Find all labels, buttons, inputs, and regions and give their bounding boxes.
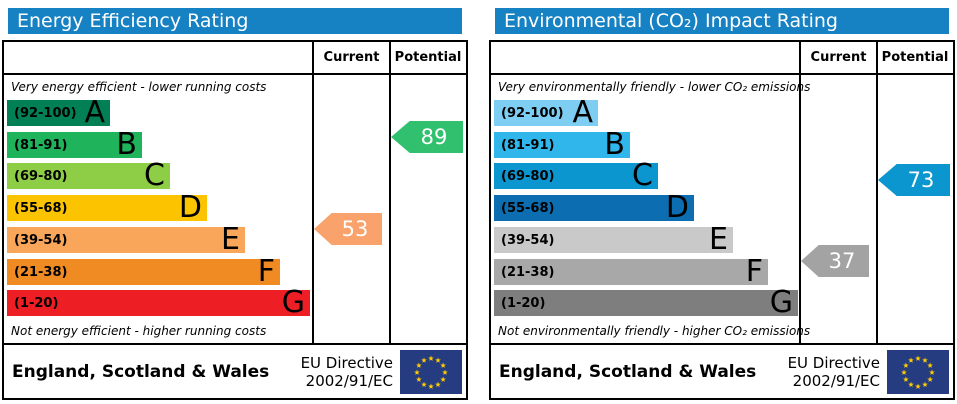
current-rating-arrow: 37 [801,245,869,277]
band-range: (21-38) [501,264,555,280]
band-f: (21-38) F [7,254,280,289]
band-range: (69-80) [14,168,68,184]
region-label: England, Scotland & Wales [499,361,757,382]
band-g: (1-20) G [494,285,798,320]
band-c: (69-80) C [7,158,170,193]
environmental-impact-panel: Environmental (CO₂) Impact Rating Curren… [489,0,955,404]
current-column-header: Current [810,50,867,65]
band-e: (39-54) E [494,222,733,257]
band-b: (81-91) B [494,127,630,162]
band-letter: B [116,127,137,162]
top-note: Very energy efficient - lower running co… [11,80,267,94]
band-range: (92-100) [501,105,564,121]
band-letter: A [84,95,105,130]
band-range: (81-91) [501,137,555,153]
band-letter: F [257,254,275,289]
bottom-note: Not environmentally friendly - higher CO… [498,324,811,338]
column-divider [799,42,801,345]
band-range: (1-20) [501,295,546,311]
eu-directive-label: EU Directive 2002/91/EC [300,353,393,390]
band-range: (92-100) [14,105,77,121]
column-divider [876,42,878,345]
potential-column-header: Potential [881,50,949,65]
rating-table: Current Potential Very environmentally f… [489,40,955,400]
eu-directive-label: EU Directive 2002/91/EC [787,353,880,390]
band-letter: E [709,222,728,257]
panel-title: Environmental (CO₂) Impact Rating [504,10,838,32]
band-letter: G [281,285,305,320]
potential-rating-arrow: 73 [878,164,950,196]
band-range: (55-68) [14,200,68,216]
band-d: (55-68) D [494,190,694,225]
rating-table: Current Potential Very energy efficient … [2,40,468,400]
bottom-note: Not energy efficient - higher running co… [11,324,267,338]
band-d: (55-68) D [7,190,207,225]
band-b: (81-91) B [7,127,142,162]
band-range: (39-54) [501,232,555,248]
eu-flag-icon [887,349,949,394]
panel-footer: England, Scotland & Wales EU Directive 2… [491,343,953,398]
band-range: (55-68) [501,200,555,216]
column-divider [312,42,314,345]
band-range: (39-54) [14,232,68,248]
panel-title-bar: Energy Efficiency Rating [8,8,462,34]
potential-rating-value: 89 [420,125,448,149]
band-letter: A [572,95,593,130]
header-divider [491,73,953,75]
current-rating-value: 37 [828,249,856,273]
band-letter: D [178,190,202,225]
band-g: (1-20) G [7,285,310,320]
potential-rating-value: 73 [907,168,935,192]
panel-title-bar: Environmental (CO₂) Impact Rating [495,8,949,34]
header-divider [4,73,466,75]
band-range: (1-20) [14,295,59,311]
top-note: Very environmentally friendly - lower CO… [498,80,811,94]
band-c: (69-80) C [494,158,658,193]
current-rating-arrow: 53 [314,213,382,245]
eu-flag-icon [400,349,462,394]
band-range: (81-91) [14,137,68,153]
band-letter: G [769,285,793,320]
band-f: (21-38) F [494,254,768,289]
column-divider [389,42,391,345]
panel-footer: England, Scotland & Wales EU Directive 2… [4,343,466,398]
band-letter: F [745,254,763,289]
band-letter: C [632,158,653,193]
region-label: England, Scotland & Wales [12,361,270,382]
current-column-header: Current [323,50,380,65]
band-e: (39-54) E [7,222,245,257]
energy-efficiency-panel: Energy Efficiency Rating Current Potenti… [2,0,468,404]
band-letter: B [604,127,625,162]
band-range: (69-80) [501,168,555,184]
band-letter: E [221,222,240,257]
potential-column-header: Potential [394,50,462,65]
band-a: (92-100) A [7,95,110,130]
band-letter: C [144,158,165,193]
band-letter: D [665,190,689,225]
panel-title: Energy Efficiency Rating [17,10,249,32]
band-a: (92-100) A [494,95,598,130]
potential-rating-arrow: 89 [391,121,463,153]
current-rating-value: 53 [341,217,369,241]
band-range: (21-38) [14,264,68,280]
